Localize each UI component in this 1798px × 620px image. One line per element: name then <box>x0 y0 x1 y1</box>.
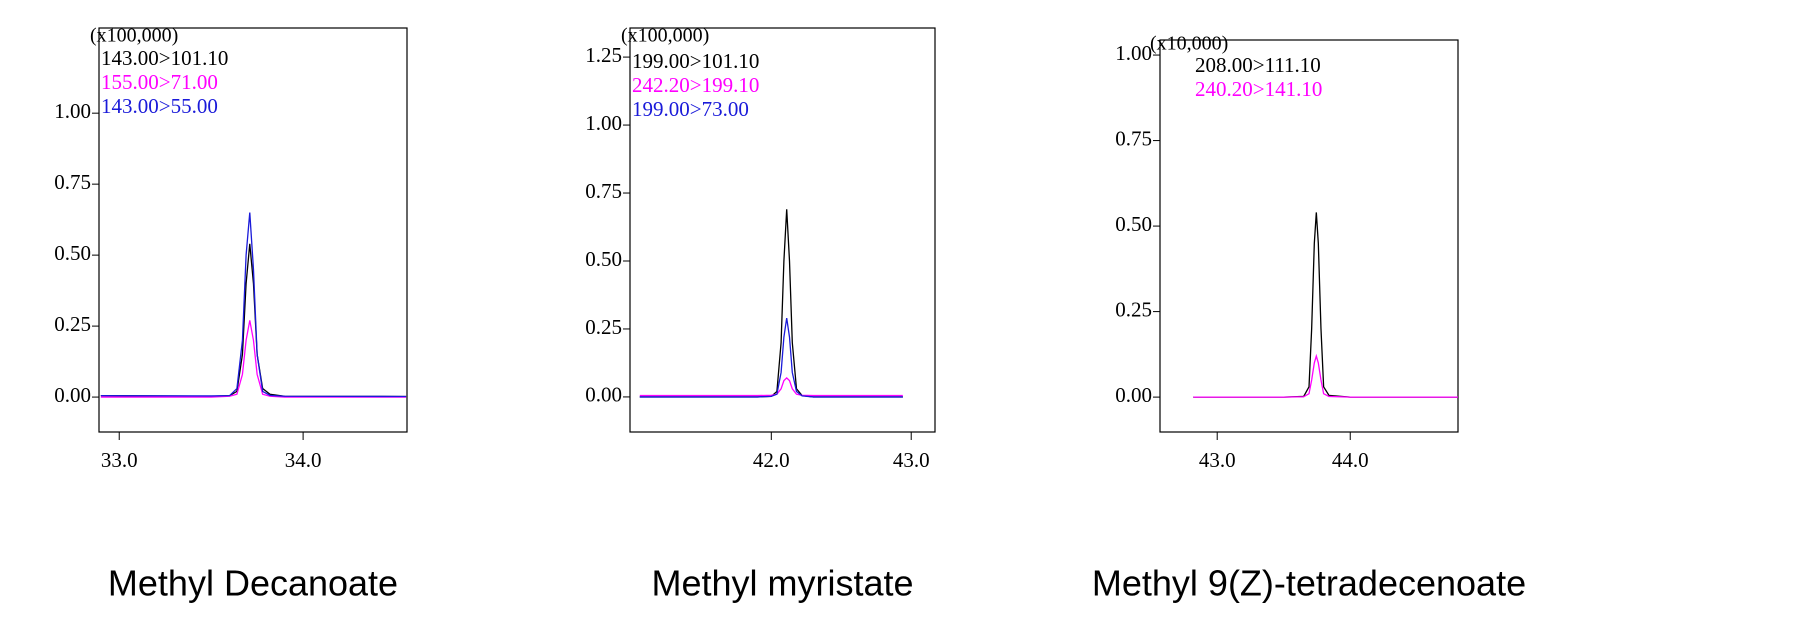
y-tick-label: 0.50 <box>1115 212 1152 236</box>
legend-entry: 199.00>101.10 <box>632 49 759 73</box>
y-tick-label: 0.00 <box>585 383 622 407</box>
trace-line <box>639 376 903 397</box>
legend-entry: 155.00>71.00 <box>101 70 218 94</box>
x-tick-label: 33.0 <box>101 448 138 472</box>
x-tick-label: 43.0 <box>893 448 930 472</box>
trace-line <box>1193 212 1458 398</box>
y-tick-label: 0.25 <box>1115 297 1152 321</box>
y-tick-label: 0.75 <box>585 179 622 203</box>
trace-line <box>100 320 407 398</box>
multiplier-annotation: (x100,000) <box>90 25 178 47</box>
y-tick-label: 0.25 <box>585 315 622 339</box>
plot-frame <box>1159 39 1459 433</box>
plot-frame <box>98 27 408 433</box>
y-tick-label: 1.25 <box>585 43 622 67</box>
legend-entry: 208.00>111.10 <box>1195 53 1321 77</box>
chart-title: Methyl myristate <box>651 563 913 604</box>
y-tick-label: 0.00 <box>1115 383 1152 407</box>
legend-entry: 199.00>73.00 <box>632 97 749 121</box>
chart-title: Methyl Decanoate <box>108 563 398 604</box>
x-tick-label: 34.0 <box>285 448 322 472</box>
trace-line <box>639 209 903 398</box>
chart-title: Methyl 9(Z)-tetradecenoate <box>1092 563 1526 604</box>
y-tick-label: 0.50 <box>585 247 622 271</box>
y-tick-label: 0.25 <box>54 312 91 336</box>
y-tick-label: 1.00 <box>585 111 622 135</box>
x-tick-label: 42.0 <box>753 448 790 472</box>
multiplier-annotation: (x100,000) <box>621 25 709 47</box>
y-tick-label: 0.75 <box>54 170 91 194</box>
y-tick-label: 1.00 <box>54 99 91 123</box>
trace-line <box>100 212 407 398</box>
multiplier-annotation: (x10,000) <box>1150 33 1228 55</box>
trace-line <box>1193 353 1458 398</box>
y-tick-label: 1.00 <box>1115 41 1152 65</box>
y-tick-label: 0.50 <box>54 241 91 265</box>
trace-line <box>639 317 903 398</box>
y-tick-label: 0.00 <box>54 383 91 407</box>
plot-frame <box>629 27 936 433</box>
legend-entry: 143.00>101.10 <box>101 46 228 70</box>
x-tick-label: 44.0 <box>1332 448 1369 472</box>
legend-entry: 240.20>141.10 <box>1195 77 1322 101</box>
y-tick-label: 0.75 <box>1115 126 1152 150</box>
legend-entry: 242.20>199.10 <box>632 73 759 97</box>
x-tick-label: 43.0 <box>1199 448 1236 472</box>
legend-entry: 143.00>55.00 <box>101 94 218 118</box>
